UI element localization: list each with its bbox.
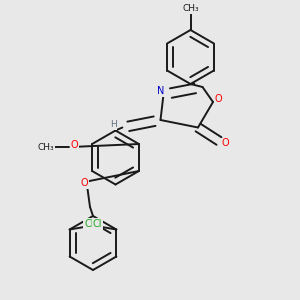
Text: O: O	[70, 140, 78, 150]
Text: Cl: Cl	[84, 219, 94, 229]
Text: N: N	[158, 86, 165, 96]
Text: O: O	[214, 94, 222, 104]
Text: CH₃: CH₃	[37, 142, 54, 152]
Text: O: O	[81, 178, 88, 188]
Text: Cl: Cl	[92, 219, 102, 229]
Text: O: O	[221, 138, 229, 148]
Text: H: H	[110, 120, 117, 129]
Text: CH₃: CH₃	[182, 4, 199, 13]
